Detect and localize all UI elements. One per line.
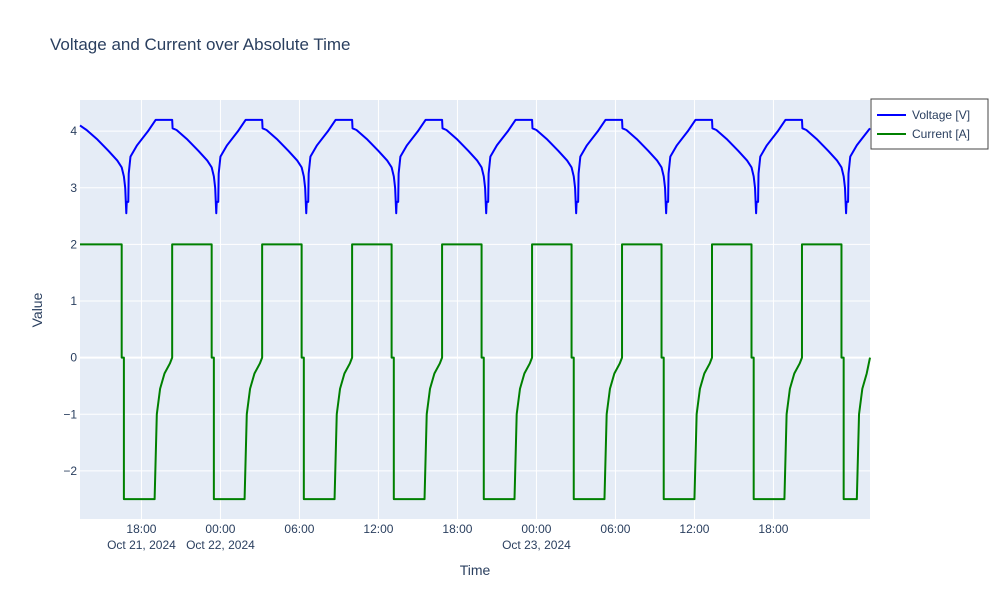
y-tick-label: 2 <box>70 237 77 251</box>
x-tick-label: 00:00 <box>521 522 551 536</box>
x-tick-label: 12:00 <box>679 522 709 536</box>
legend-box <box>870 98 989 150</box>
y-tick-label: −2 <box>63 464 77 478</box>
x-tick-label: 06:00 <box>284 522 314 536</box>
y-tick-label: 3 <box>70 181 77 195</box>
x-tick-date-label: Oct 22, 2024 <box>186 538 255 552</box>
x-tick-label: 18:00 <box>758 522 788 536</box>
chart-title: Voltage and Current over Absolute Time <box>50 35 351 54</box>
legend-label[interactable]: Voltage [V] <box>912 108 970 122</box>
y-tick-label: −1 <box>63 407 77 421</box>
x-tick-label: 00:00 <box>205 522 235 536</box>
y-tick-label: 1 <box>70 294 77 308</box>
y-tick-label: 0 <box>70 351 77 365</box>
x-tick-label: 06:00 <box>600 522 630 536</box>
x-tick-label: 18:00 <box>442 522 472 536</box>
x-tick-date-label: Oct 21, 2024 <box>107 538 176 552</box>
x-axis-title: Time <box>460 562 491 578</box>
legend[interactable]: Voltage [V] Current [A] <box>870 98 989 150</box>
y-tick-label: 4 <box>70 124 77 138</box>
x-tick-label: 18:00 <box>126 522 156 536</box>
series-line-voltage[interactable] <box>79 118 871 215</box>
axis-ticks: 18:00 Oct 21, 2024 00:00 Oct 22, 2024 06:00 1… <box>63 124 788 552</box>
legend-label[interactable]: Current [A] <box>912 127 970 141</box>
series <box>79 118 871 501</box>
x-tick-label: 12:00 <box>363 522 393 536</box>
series-line-current[interactable] <box>80 243 871 501</box>
y-axis-title: Value <box>29 292 45 327</box>
x-tick-date-label: Oct 23, 2024 <box>502 538 571 552</box>
